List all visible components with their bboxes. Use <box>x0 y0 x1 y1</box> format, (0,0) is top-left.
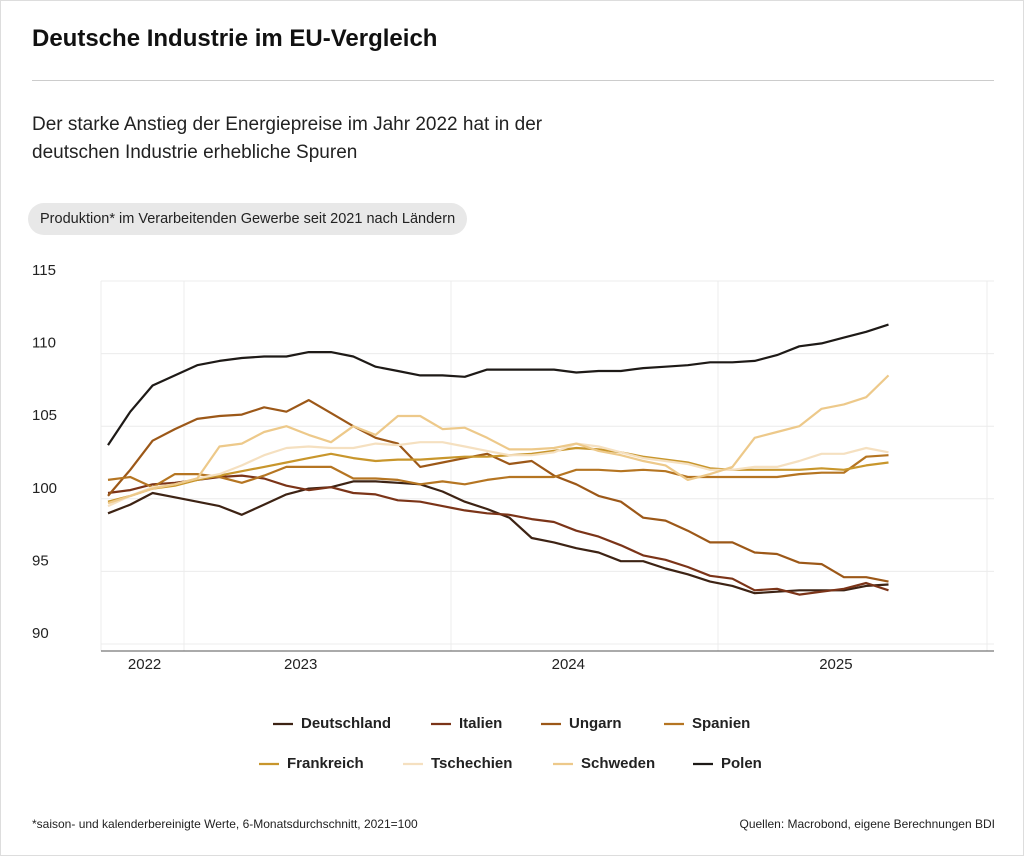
series-line <box>107 474 889 596</box>
y-tick-label: 110 <box>32 335 56 352</box>
y-tick-label: 105 <box>32 407 57 424</box>
chart-label: Produktion* im Verarbeitenden Gewerbe se… <box>28 203 468 235</box>
legend-label: Frankreich <box>287 755 364 772</box>
series-line <box>107 454 889 489</box>
chart: 90 95 100 105 110 115 2022 2023 2024 2025 Deutschl… <box>32 262 994 772</box>
divider <box>32 80 994 81</box>
legend-label: Polen <box>721 755 762 772</box>
series-line <box>107 441 889 508</box>
y-tick-label: 95 <box>32 552 49 569</box>
y-tick-label: 90 <box>32 625 49 642</box>
x-tick-label: 2023 <box>284 656 317 673</box>
legend-label: Spanien <box>692 715 750 732</box>
series-line <box>107 399 889 583</box>
x-tick-label: 2025 <box>819 656 852 673</box>
x-tick-label: 2022 <box>128 656 161 673</box>
subtitle: Der starke Anstieg der Energiepreise im … <box>32 114 543 163</box>
legend-label: Schweden <box>581 755 655 772</box>
legend-label: Deutschland <box>301 715 391 732</box>
y-tick-label: 115 <box>32 262 56 279</box>
series-line <box>107 446 889 503</box>
series-line <box>107 374 890 505</box>
legend-label: Italien <box>459 715 502 732</box>
footnote: *saison- und kalenderbereinigte Werte, 6… <box>32 817 418 831</box>
series-line <box>107 323 889 446</box>
title: Deutsche Industrie im EU-Vergleich <box>32 25 438 52</box>
legend-label: Tschechien <box>431 755 512 772</box>
source: Quellen: Macrobond, eigene Berechnungen … <box>739 817 995 831</box>
y-tick-label: 100 <box>32 480 57 497</box>
legend-label: Ungarn <box>569 715 622 732</box>
x-tick-label: 2024 <box>552 656 585 673</box>
series-line <box>107 480 889 595</box>
